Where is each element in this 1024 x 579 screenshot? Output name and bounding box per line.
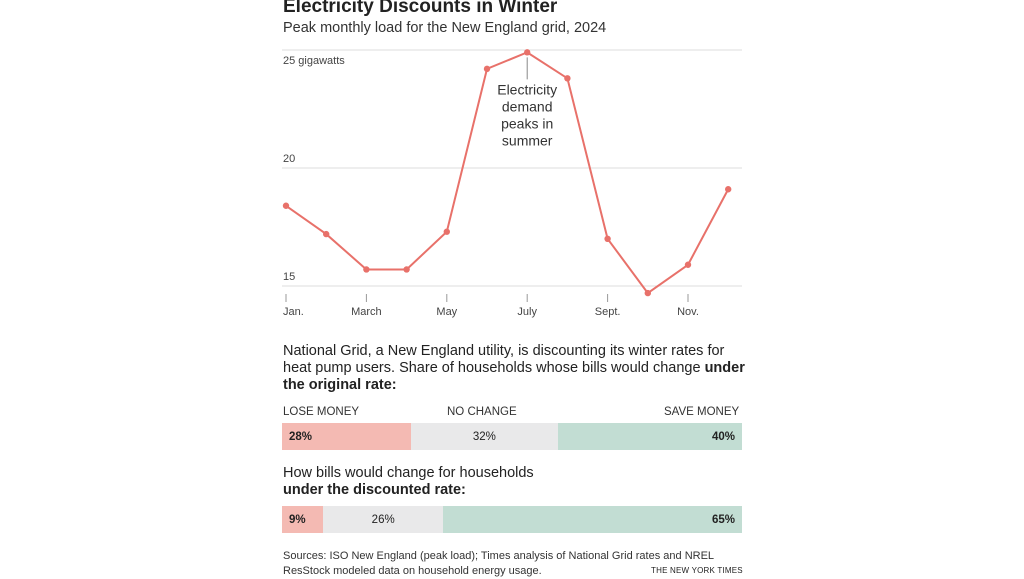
data-point bbox=[443, 228, 450, 235]
series-line bbox=[285, 51, 730, 295]
x-tick-label: Nov. bbox=[677, 306, 699, 318]
save-segment: 40% bbox=[557, 423, 742, 450]
chart-subtitle: Peak monthly load for the New England gr… bbox=[283, 20, 607, 36]
discounted-rate-bar: 9% 26% 65% bbox=[282, 506, 742, 533]
data-point bbox=[725, 186, 732, 193]
save-value: 40% bbox=[711, 430, 735, 443]
save-money-label: SAVE MONEY bbox=[664, 406, 740, 418]
original-rate-description: National Grid, a New England utility, is… bbox=[283, 343, 753, 394]
discounted-rate-description: How bills would change for households und… bbox=[283, 465, 753, 499]
save-value: 65% bbox=[711, 513, 735, 526]
sources-note: Sources: ISO New England (peak load); Ti… bbox=[283, 550, 714, 577]
description-bold: under the original rate: bbox=[283, 360, 745, 393]
no-change-segment: 26% bbox=[323, 506, 443, 533]
data-point bbox=[564, 75, 571, 82]
data-point bbox=[282, 202, 290, 209]
data-point bbox=[403, 266, 410, 273]
data-point bbox=[524, 49, 531, 56]
annotation-text: peaks in bbox=[501, 115, 553, 131]
x-tick-label: Jan. bbox=[283, 306, 304, 318]
lose-money-label: LOSE MONEY bbox=[283, 406, 360, 418]
data-point bbox=[323, 230, 330, 238]
line-chart: 25 gigawatts 20 15 Jan. March May July Sept. Nov… bbox=[282, 49, 742, 318]
y-tick-label: 15 bbox=[283, 271, 295, 283]
data-point bbox=[363, 266, 370, 273]
y-tick-label: 25 gigawatts bbox=[283, 55, 345, 67]
original-rate-bar: 28% 32% 40% bbox=[282, 423, 742, 450]
no-change-value: 26% bbox=[371, 513, 395, 526]
x-tick-label: Sept. bbox=[595, 306, 621, 318]
data-point bbox=[483, 65, 491, 73]
data-point bbox=[644, 289, 651, 297]
description-text: How bills would change for households bbox=[283, 465, 534, 481]
x-tick-label: March bbox=[351, 306, 382, 318]
credit: THE NEW YORK TIMES bbox=[651, 566, 743, 575]
data-point bbox=[604, 235, 611, 242]
x-tick-label: May bbox=[436, 306, 457, 318]
no-change-value: 32% bbox=[472, 430, 496, 443]
x-tick-label: July bbox=[517, 306, 537, 318]
lose-segment: 9% bbox=[282, 506, 324, 533]
lose-value: 28% bbox=[289, 430, 313, 443]
no-change-label: NO CHANGE bbox=[447, 406, 517, 418]
chart-title: Electricity Discounts in Winter bbox=[283, 0, 558, 17]
no-change-segment: 32% bbox=[410, 423, 558, 450]
data-point bbox=[684, 261, 692, 268]
lose-segment: 28% bbox=[282, 423, 411, 450]
y-tick-label: 20 bbox=[283, 153, 295, 165]
annotation-text: Electricity bbox=[497, 81, 557, 97]
annotation-text: demand bbox=[502, 98, 553, 114]
description-text: National Grid, a New England utility, is… bbox=[283, 343, 725, 376]
annotation-text: summer bbox=[502, 132, 553, 148]
description-bold: under the discounted rate: bbox=[283, 482, 466, 498]
save-segment: 65% bbox=[442, 506, 742, 533]
lose-value: 9% bbox=[289, 513, 306, 526]
